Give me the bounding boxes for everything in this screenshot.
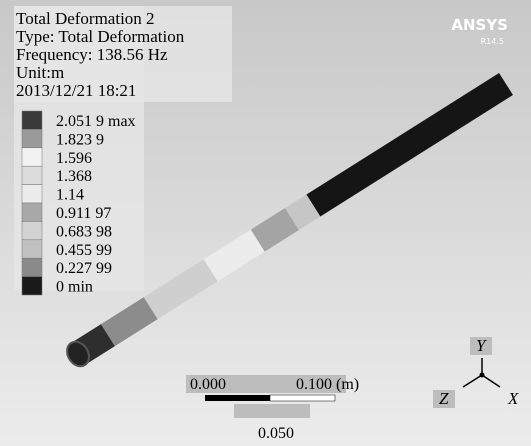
legend-label: 0.455 99 (56, 242, 112, 259)
legend-label: 1.823 9 (56, 131, 104, 148)
viewport: Total Deformation 2 Type: Total Deformat… (0, 0, 531, 446)
legend-swatch (22, 203, 42, 221)
legend-label: 2.051 9 max (56, 113, 136, 130)
frequency: Frequency: 138.56 Hz (16, 45, 168, 64)
scale-left: 0.000 (190, 376, 226, 393)
legend-label: 0.911 97 (56, 205, 111, 222)
triad-x: X (507, 389, 519, 408)
legend-swatch (22, 148, 42, 166)
legend-label: 1.368 (56, 168, 92, 185)
title: Total Deformation 2 (16, 9, 155, 28)
legend-swatch (22, 258, 42, 276)
logo: ANSYS (451, 16, 508, 34)
legend-swatch (22, 111, 42, 129)
legend-swatch (22, 240, 42, 258)
scale-bar-light (270, 395, 335, 401)
legend-label: 0.683 98 (56, 223, 112, 240)
scale-bar-dark (205, 395, 270, 401)
beam-section (292, 206, 313, 220)
legend-swatch (22, 166, 42, 184)
legend-swatch (22, 129, 42, 147)
triad-z: Z (439, 389, 449, 408)
legend-swatch (22, 185, 42, 203)
triad-y: Y (476, 336, 487, 355)
timestamp: 2013/12/21 18:21 (16, 81, 136, 100)
legend-label: 1.596 (56, 150, 92, 167)
legend-swatch (22, 277, 42, 295)
logo-version: R14.5 (481, 37, 504, 46)
scale-right: 0.100 (m) (296, 376, 359, 393)
scale-middle: 0.050 (258, 425, 294, 442)
legend-label: 0.227 99 (56, 260, 112, 277)
legend-label: 1.14 (56, 187, 84, 204)
type: Type: Total Deformation (16, 27, 185, 46)
legend-swatch (22, 221, 42, 239)
scale-box-mid (234, 404, 310, 418)
triad-origin (480, 373, 485, 378)
legend-label: 0 min (56, 279, 93, 296)
beam-section (258, 219, 292, 241)
unit: Unit:m (16, 63, 64, 82)
